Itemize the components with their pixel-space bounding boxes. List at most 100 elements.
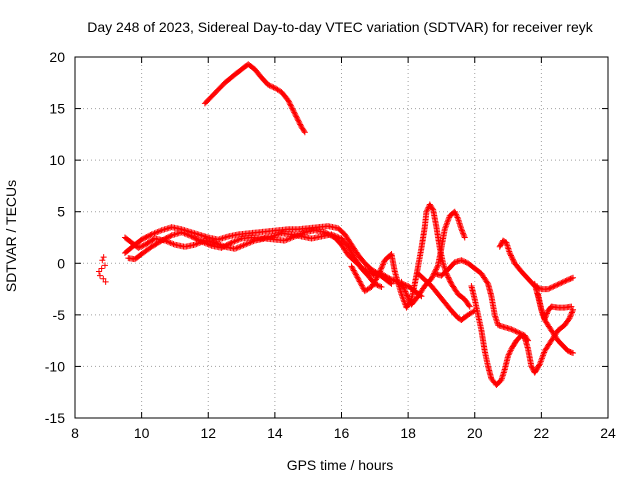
data-point bbox=[349, 264, 356, 271]
y-tick-label: -5 bbox=[53, 307, 66, 323]
data-point bbox=[99, 257, 106, 264]
data-point bbox=[557, 280, 564, 287]
data-point bbox=[167, 239, 174, 246]
data-point bbox=[237, 236, 244, 243]
data-point bbox=[372, 276, 379, 283]
x-tick-label: 10 bbox=[134, 425, 150, 441]
data-point bbox=[433, 265, 440, 272]
data-point bbox=[185, 232, 192, 239]
data-point bbox=[445, 217, 452, 224]
data-point bbox=[399, 280, 406, 287]
data-point bbox=[445, 275, 452, 282]
data-point bbox=[461, 234, 468, 241]
data-point bbox=[202, 240, 209, 247]
data-point bbox=[207, 242, 214, 249]
data-point bbox=[181, 230, 188, 237]
y-tick-label: 5 bbox=[57, 204, 65, 220]
data-point bbox=[400, 297, 407, 304]
data-point bbox=[369, 281, 376, 288]
data-point bbox=[459, 257, 466, 264]
data-point bbox=[357, 279, 364, 286]
data-point bbox=[295, 118, 302, 125]
data-point bbox=[198, 238, 205, 245]
data-point bbox=[541, 349, 548, 356]
data-point bbox=[356, 278, 363, 285]
data-point bbox=[139, 242, 146, 249]
data-point bbox=[453, 211, 460, 218]
data-point bbox=[540, 352, 547, 359]
data-point bbox=[507, 348, 514, 355]
x-axis-label: GPS time / hours bbox=[287, 457, 394, 473]
data-point bbox=[237, 243, 244, 250]
data-point bbox=[152, 229, 159, 236]
data-point bbox=[284, 236, 291, 243]
data-point bbox=[570, 350, 577, 357]
data-point bbox=[458, 227, 465, 234]
data-point bbox=[399, 294, 406, 301]
data-point bbox=[505, 353, 512, 360]
data-point bbox=[445, 215, 452, 222]
data-point bbox=[136, 244, 143, 251]
data-point bbox=[287, 101, 294, 108]
data-point bbox=[401, 285, 408, 292]
data-point bbox=[244, 240, 251, 247]
data-point bbox=[555, 281, 562, 288]
data-point bbox=[246, 239, 253, 246]
plot-frame bbox=[74, 56, 609, 419]
data-point bbox=[148, 231, 155, 238]
data-point bbox=[345, 243, 352, 250]
data-point bbox=[508, 253, 515, 260]
y-tick-label: 15 bbox=[49, 101, 65, 117]
data-point bbox=[568, 310, 575, 317]
data-point bbox=[102, 278, 109, 285]
x-tick-label: 20 bbox=[467, 425, 483, 441]
data-point bbox=[352, 270, 359, 277]
data-point bbox=[267, 83, 274, 90]
data-point bbox=[296, 120, 303, 127]
data-point bbox=[266, 82, 273, 89]
data-point bbox=[355, 277, 362, 284]
data-point bbox=[460, 230, 467, 237]
data-point bbox=[283, 237, 290, 244]
data-point bbox=[404, 292, 411, 299]
data-point bbox=[539, 353, 546, 360]
data-point bbox=[509, 256, 516, 263]
data-point bbox=[403, 291, 410, 298]
data-point bbox=[201, 239, 208, 246]
data-point bbox=[447, 278, 454, 285]
data-point bbox=[568, 309, 575, 316]
data-point bbox=[353, 273, 360, 280]
data-point bbox=[96, 272, 103, 279]
data-point bbox=[379, 261, 386, 268]
data-point bbox=[444, 218, 451, 225]
x-tick-label: 16 bbox=[334, 425, 350, 441]
data-point bbox=[566, 314, 573, 321]
data-point bbox=[451, 208, 458, 215]
data-point bbox=[424, 207, 431, 214]
x-tick-label: 24 bbox=[600, 425, 616, 441]
data-point bbox=[507, 251, 514, 258]
data-point bbox=[445, 274, 452, 281]
data-point bbox=[370, 280, 377, 287]
data-point bbox=[150, 230, 157, 237]
data-point bbox=[506, 249, 513, 256]
data-point bbox=[167, 233, 174, 240]
data-point bbox=[562, 278, 569, 285]
data-point bbox=[147, 232, 154, 239]
data-point bbox=[511, 327, 518, 334]
grid-lines bbox=[75, 57, 608, 418]
data-point bbox=[286, 100, 293, 107]
data-point bbox=[289, 106, 296, 113]
data-point bbox=[285, 97, 292, 104]
data-point bbox=[234, 237, 241, 244]
data-point bbox=[505, 351, 512, 358]
data-point bbox=[288, 104, 295, 111]
data-point bbox=[443, 221, 450, 228]
data-point bbox=[358, 282, 365, 289]
data-point bbox=[355, 275, 362, 282]
x-tick-label: 12 bbox=[200, 425, 216, 441]
data-points bbox=[95, 61, 577, 388]
data-point bbox=[377, 283, 384, 290]
y-axis-label: SDTVAR / TECUs bbox=[3, 180, 19, 292]
